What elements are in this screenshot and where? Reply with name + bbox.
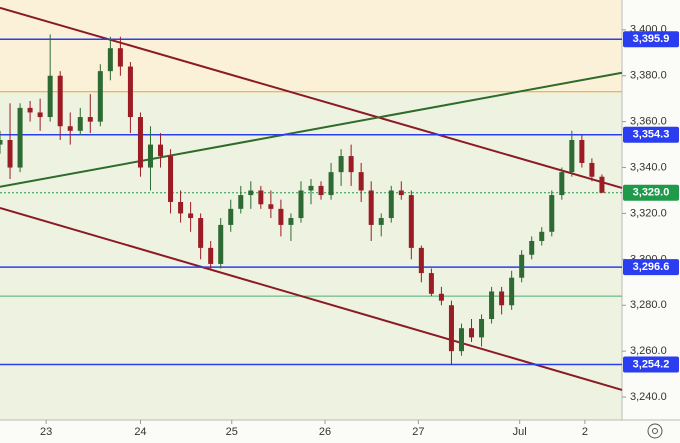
candle-body — [559, 172, 565, 196]
candle-body — [258, 190, 264, 205]
candle-body — [418, 247, 424, 274]
candle-body — [338, 156, 344, 173]
candle-body — [348, 156, 354, 173]
candle-body — [599, 176, 605, 193]
candle-body — [519, 254, 525, 278]
level-label: 3,395.9 — [633, 33, 670, 45]
candle-body — [278, 208, 284, 225]
candle-body — [388, 190, 394, 219]
candle-body — [97, 71, 103, 122]
candle-body — [208, 247, 214, 264]
candle-body — [218, 224, 224, 264]
candle-body — [248, 190, 254, 196]
candle-body — [499, 291, 505, 306]
candle-body — [57, 75, 63, 127]
level-label-box — [623, 259, 679, 276]
x-tick-label: 23 — [40, 426, 52, 438]
candle-body — [469, 328, 475, 338]
candle-body — [458, 328, 464, 352]
level-label: 3,329.0 — [633, 187, 670, 199]
level-label: 3,354.3 — [633, 129, 670, 141]
candle-body — [569, 140, 575, 173]
axis-bg — [0, 420, 680, 443]
axis-bg — [622, 0, 680, 443]
candle-body — [308, 185, 314, 191]
candle-body — [158, 144, 164, 157]
candle-body — [378, 218, 384, 225]
candle-body — [529, 240, 535, 255]
y-tick-label: 3,260.0 — [630, 345, 667, 357]
candle-body — [428, 273, 434, 294]
candle-body — [87, 117, 93, 122]
candle-body — [288, 218, 294, 225]
y-tick-label: 3,240.0 — [630, 391, 667, 403]
y-tick-label: 3,360.0 — [630, 116, 667, 128]
candle-body — [127, 66, 133, 118]
candle-body — [489, 291, 495, 320]
candle-body — [117, 48, 123, 67]
x-tick-label: Jul — [513, 426, 527, 438]
x-tick-label: 2 — [582, 426, 588, 438]
candle-body — [318, 185, 324, 196]
candle-body — [238, 195, 244, 209]
candle-body — [438, 293, 444, 301]
candle-body — [479, 319, 485, 338]
candle-body — [107, 48, 113, 72]
candle-body — [268, 204, 274, 209]
candle-body — [398, 190, 404, 196]
candle-body — [67, 126, 73, 131]
trend-line — [0, 206, 623, 391]
candle-body — [368, 190, 374, 225]
settings-icon[interactable] — [647, 423, 663, 439]
candle-body — [147, 144, 153, 168]
y-tick-label: 3,280.0 — [630, 299, 667, 311]
candle-body — [47, 75, 53, 118]
candle-body — [539, 231, 545, 241]
y-tick-label: 3,380.0 — [630, 70, 667, 82]
candle-body — [228, 208, 234, 225]
candle-body — [37, 112, 43, 118]
level-label: 3,296.6 — [633, 261, 670, 273]
candle-body — [27, 107, 33, 113]
candle-body — [17, 107, 23, 168]
candle-body — [328, 172, 334, 196]
candle-body — [358, 172, 364, 191]
level-label: 3,254.2 — [633, 358, 670, 370]
candle-body — [168, 156, 174, 202]
y-tick-label: 3,340.0 — [630, 161, 667, 173]
candle-body — [298, 190, 304, 219]
trend-line — [0, 6, 623, 189]
x-tick-label: 24 — [134, 426, 146, 438]
candle-body — [77, 117, 83, 131]
trend-line — [0, 71, 623, 188]
x-tick-label: 27 — [412, 426, 424, 438]
level-label-box — [623, 356, 679, 373]
candle-body — [137, 117, 143, 168]
candle-body — [408, 195, 414, 248]
candle-body — [589, 162, 595, 177]
level-label-box — [623, 184, 679, 201]
x-tick-label: 25 — [226, 426, 238, 438]
candle-body — [448, 305, 454, 352]
candle-body — [509, 277, 515, 306]
candle-body — [549, 195, 555, 232]
candle-body — [7, 140, 13, 168]
candle-body — [0, 140, 3, 145]
candle-body — [178, 201, 184, 214]
level-label-box — [623, 126, 679, 143]
y-tick-label: 3,320.0 — [630, 207, 667, 219]
candle-body — [198, 218, 204, 248]
zone-bg — [0, 0, 622, 92]
x-tick-label: 26 — [319, 426, 331, 438]
candle-body — [188, 213, 194, 219]
candle-body — [579, 140, 585, 163]
level-label-box — [623, 31, 679, 48]
